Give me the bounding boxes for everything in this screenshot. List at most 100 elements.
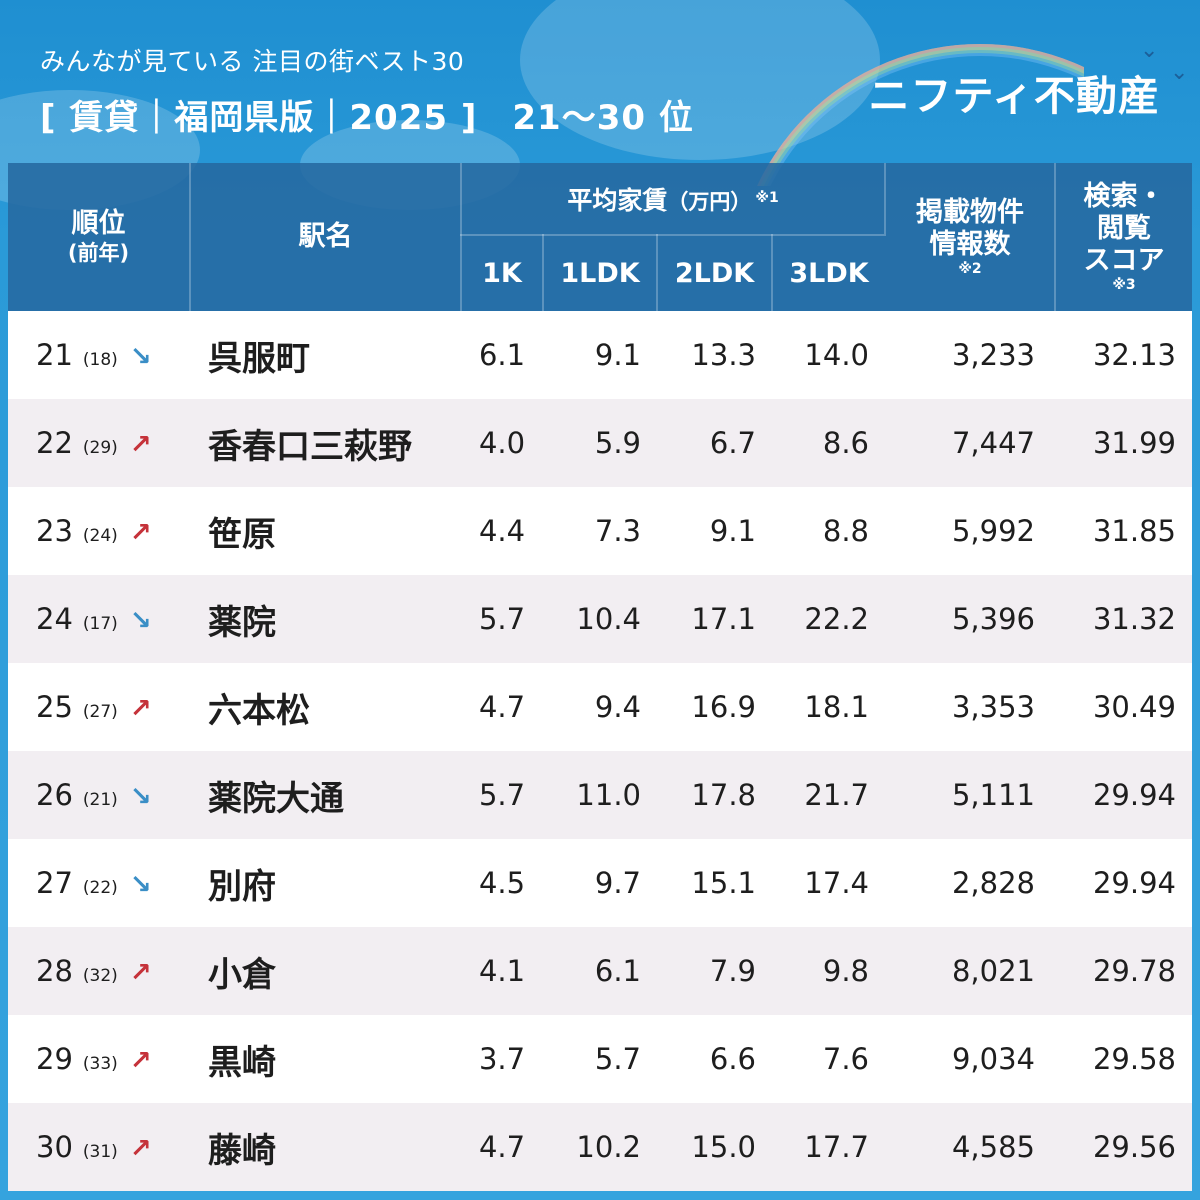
rent-1k-value: 5.7 — [461, 575, 543, 663]
previous-rank: (18) — [82, 350, 118, 370]
table-body: 21 (18) ↘ 呉服町 6.1 9.1 13.3 14.0 3,233 32.1… — [8, 311, 1192, 1191]
rent-1ldk-value: 7.3 — [543, 487, 657, 575]
header-rent-label: 平均家賃 — [567, 185, 668, 215]
table-row: 25 (27) ↗ 六本松 4.7 9.4 16.9 18.1 3,353 30.4… — [8, 663, 1192, 751]
rent-2ldk-value: 15.1 — [657, 839, 772, 927]
ranking-table: 順位 (前年) 駅名 平均家賃（万円） ※1 掲載物件 情報数 ※2 検索・ 閲覧 — [8, 163, 1192, 1191]
station-name: 藤崎 — [190, 1103, 461, 1191]
rank-cell: 24 (17) ↘ — [8, 575, 190, 663]
station-name: 香春口三萩野 — [190, 399, 461, 487]
header-rank-prev-label: (前年) — [67, 241, 130, 265]
search-score: 29.58 — [1055, 1015, 1192, 1103]
header-rank-label: 順位 — [71, 208, 126, 239]
rent-3ldk-value: 17.7 — [772, 1103, 885, 1191]
table-row: 26 (21) ↘ 薬院大通 5.7 11.0 17.8 21.7 5,111 29… — [8, 751, 1192, 839]
rent-3ldk-value: 22.2 — [772, 575, 885, 663]
trend-arrow-icon: ↗ — [129, 1134, 152, 1164]
rent-3ldk-value: 21.7 — [772, 751, 885, 839]
rent-1k-value: 4.7 — [461, 1103, 543, 1191]
trend-arrow-icon: ↗ — [129, 1046, 152, 1076]
rent-3ldk-value: 14.0 — [772, 311, 885, 399]
trend-arrow-icon: ↗ — [129, 694, 152, 724]
trend-arrow-icon: ↗ — [129, 518, 152, 548]
brand-logo: ニフティ不動産 — [868, 72, 1160, 120]
rank-cell: 27 (22) ↘ — [8, 839, 190, 927]
page-title: [ 賃貸｜福岡県版｜2025 ] 21～30 位 — [40, 98, 694, 138]
rank-cell: 30 (31) ↗ — [8, 1103, 190, 1191]
header-rank: 順位 (前年) — [8, 163, 191, 311]
search-score: 29.94 — [1055, 839, 1192, 927]
previous-rank: (31) — [82, 1142, 118, 1162]
table-row: 24 (17) ↘ 薬院 5.7 10.4 17.1 22.2 5,396 31.3… — [8, 575, 1192, 663]
header-station-label: 駅名 — [298, 221, 353, 252]
rank-number: 26 — [36, 778, 73, 812]
rent-3ldk-value: 18.1 — [772, 663, 885, 751]
rent-1ldk-value: 11.0 — [543, 751, 657, 839]
rent-3ldk-value: 9.8 — [772, 927, 885, 1015]
rank-number: 30 — [36, 1130, 73, 1164]
header-score-line3: スコア — [1083, 245, 1165, 276]
cloud-shape — [520, 0, 880, 160]
rent-1ldk-value: 6.1 — [543, 927, 657, 1015]
trend-arrow-icon: ↗ — [129, 430, 152, 460]
rent-1k-value: 4.5 — [461, 839, 543, 927]
listings-count: 8,021 — [885, 927, 1055, 1015]
bird-icon: ⌄ — [1140, 38, 1159, 63]
rent-3ldk-value: 8.8 — [772, 487, 885, 575]
header-rent-3ldk: 3LDK — [772, 234, 885, 311]
table-header: 順位 (前年) 駅名 平均家賃（万円） ※1 掲載物件 情報数 ※2 検索・ 閲覧 — [8, 163, 1192, 311]
header-rent-note: ※1 — [755, 190, 779, 207]
trend-arrow-icon: ↘ — [129, 782, 152, 812]
trend-arrow-icon: ↘ — [129, 342, 152, 372]
rank-number: 22 — [36, 426, 73, 460]
station-name: 六本松 — [190, 663, 461, 751]
rent-1k-value: 5.7 — [461, 751, 543, 839]
rank-number: 29 — [36, 1042, 73, 1076]
trend-arrow-icon: ↘ — [129, 870, 152, 900]
header-rent-unit: （万円） — [667, 189, 752, 214]
rent-1k-value: 4.1 — [461, 927, 543, 1015]
rent-1ldk-value: 9.4 — [543, 663, 657, 751]
rent-3ldk-value: 8.6 — [772, 399, 885, 487]
search-score: 29.56 — [1055, 1103, 1192, 1191]
previous-rank: (22) — [82, 878, 118, 898]
table-row: 23 (24) ↗ 笹原 4.4 7.3 9.1 8.8 5,992 31.85 — [8, 487, 1192, 575]
station-name: 別府 — [190, 839, 461, 927]
listings-count: 9,034 — [885, 1015, 1055, 1103]
rent-2ldk-value: 6.7 — [657, 399, 772, 487]
station-name: 呉服町 — [190, 311, 461, 399]
rent-2ldk-value: 13.3 — [657, 311, 772, 399]
rank-cell: 21 (18) ↘ — [8, 311, 190, 399]
listings-count: 2,828 — [885, 839, 1055, 927]
header-score-note: ※3 — [1112, 277, 1136, 293]
rent-1ldk-value: 10.2 — [543, 1103, 657, 1191]
station-name: 小倉 — [190, 927, 461, 1015]
table-row: 27 (22) ↘ 別府 4.5 9.7 15.1 17.4 2,828 29.94 — [8, 839, 1192, 927]
header-rent-1k: 1K — [461, 234, 544, 311]
rent-1ldk-value: 10.4 — [543, 575, 657, 663]
search-score: 29.78 — [1055, 927, 1192, 1015]
rank-number: 25 — [36, 690, 73, 724]
trend-arrow-icon: ↗ — [129, 958, 152, 988]
rank-number: 27 — [36, 866, 73, 900]
rank-cell: 29 (33) ↗ — [8, 1015, 190, 1103]
listings-count: 5,396 — [885, 575, 1055, 663]
station-name: 笹原 — [190, 487, 461, 575]
previous-rank: (29) — [82, 438, 118, 458]
rank-number: 28 — [36, 954, 73, 988]
table-row: 29 (33) ↗ 黒崎 3.7 5.7 6.6 7.6 9,034 29.58 — [8, 1015, 1192, 1103]
header-station: 駅名 — [190, 163, 462, 311]
header-rent-1ldk: 1LDK — [543, 234, 658, 311]
bird-icon: ⌄ — [1170, 60, 1189, 85]
header-score-line1: 検索・ — [1083, 181, 1165, 212]
rank-cell: 28 (32) ↗ — [8, 927, 190, 1015]
header-score-line2: 閲覧 — [1097, 213, 1151, 244]
listings-count: 3,233 — [885, 311, 1055, 399]
rent-1k-value: 4.4 — [461, 487, 543, 575]
header-listings: 掲載物件 情報数 ※2 — [885, 163, 1056, 311]
previous-rank: (24) — [82, 526, 118, 546]
header: みんなが見ている 注目の街ベスト30 [ 賃貸｜福岡県版｜2025 ] 21～3… — [40, 42, 694, 139]
rank-cell: 26 (21) ↘ — [8, 751, 190, 839]
header-listings-line2: 情報数 — [929, 229, 1011, 260]
rank-cell: 25 (27) ↗ — [8, 663, 190, 751]
